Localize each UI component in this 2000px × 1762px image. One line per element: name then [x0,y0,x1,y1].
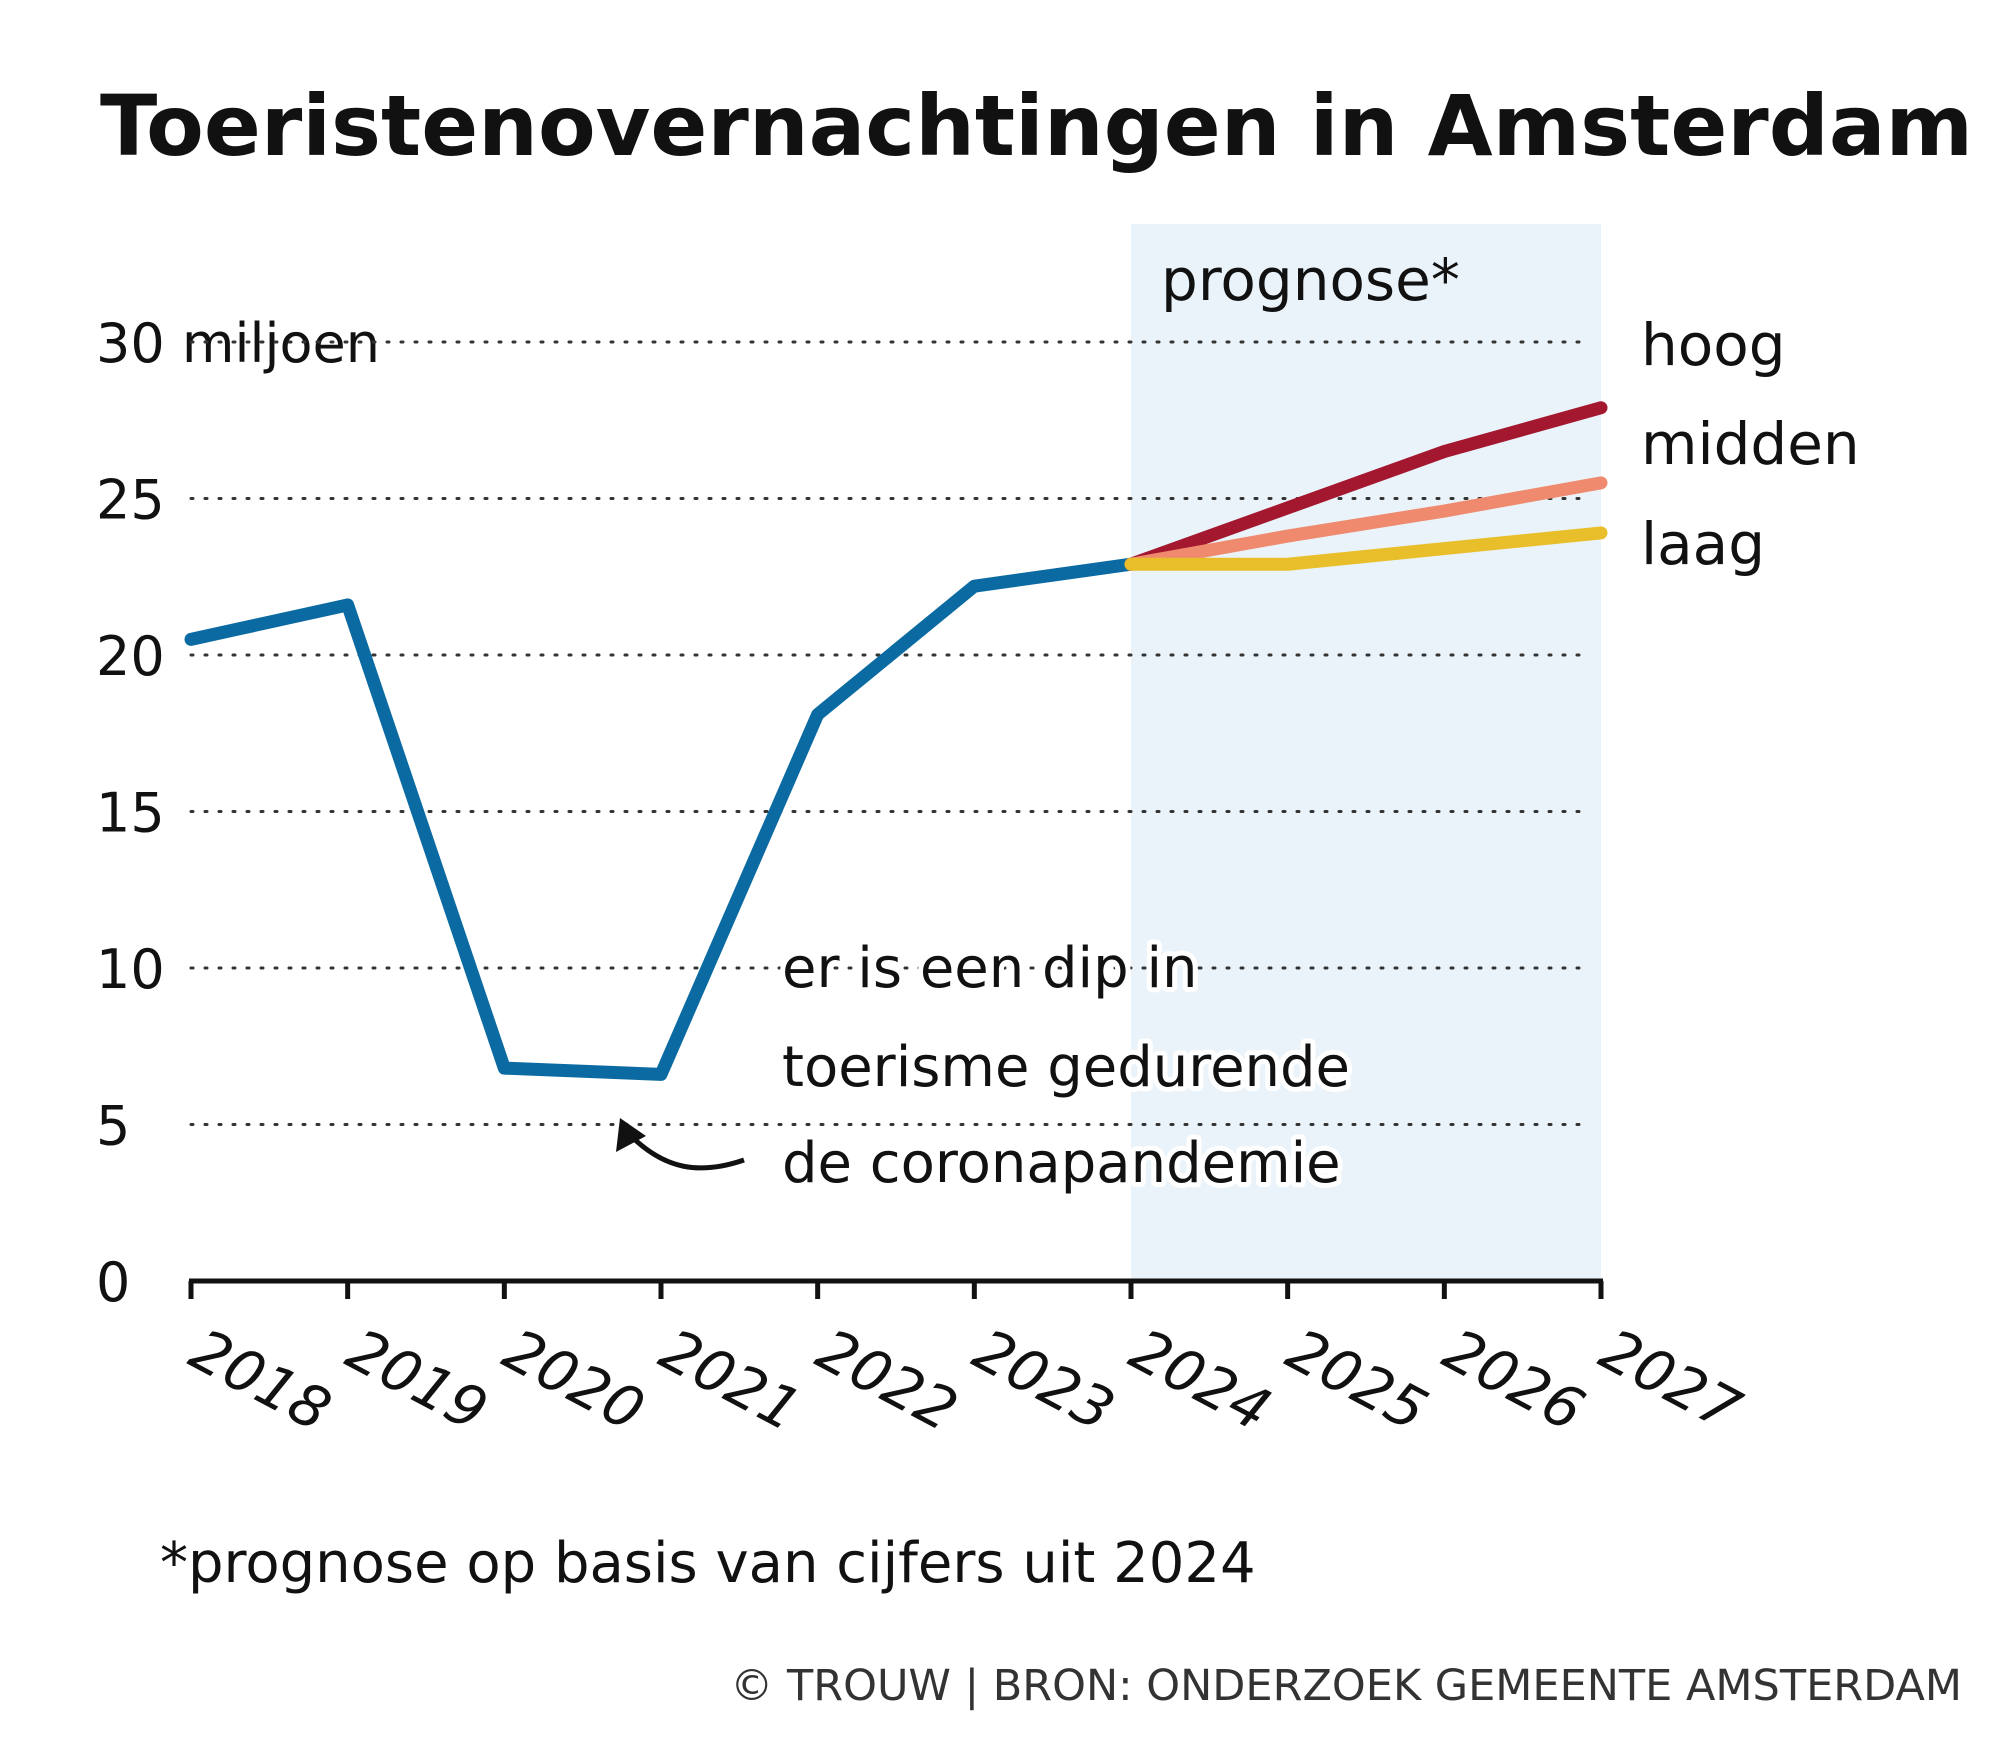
annotation-arrowhead [616,1118,646,1152]
y-tick-label: 20 [96,625,165,688]
series-line [1124,476,1608,571]
x-tick-label: 2026 [1433,1315,1595,1444]
footnote: *prognose op basis van cijfers uit 2024 [160,1531,1256,1596]
source: © TROUW | BRON: ONDERZOEK GEMEENTE AMSTE… [730,1661,1962,1711]
y-tick-label: 10 [96,938,165,1001]
x-tick-label: 2020 [493,1315,655,1444]
x-tick-label: 2018 [179,1315,341,1444]
x-tick-label: 2021 [649,1315,811,1444]
lines: hoog midden laag [184,311,1860,1081]
series-line [1124,401,1608,571]
y-tick-label: 25 [96,469,165,532]
series-label: midden [1641,410,1860,478]
annotation-line: er is een dip in [782,936,1198,1001]
x-tick-label: 2019 [336,1315,498,1444]
series-line [184,557,1138,1081]
y-tick-label: 15 [96,782,165,845]
y-tick-label: 5 [96,1095,130,1158]
annotation-line: de coronapandemie [782,1131,1341,1196]
x-tick-label: 2024 [1119,1315,1281,1444]
annotation: er is een dip in toerisme gedurende de c… [777,931,1355,1201]
y-tick-label: 0 [96,1251,130,1314]
annotation-arrow [628,1133,745,1171]
forecast-label: prognose* [1161,246,1460,314]
series-line [1124,526,1608,571]
y-tick-label: 30 miljoen [96,312,380,375]
x-tick-label: 2027 [1589,1315,1751,1444]
annotation-line: toerisme gedurende [782,1035,1350,1100]
x-tick-label: 2025 [1276,1315,1438,1444]
chart-title: Toeristenovernachtingen in Amsterdam [100,77,1973,175]
series-label: laag [1641,510,1765,578]
series-label: hoog [1641,311,1786,379]
x-tick-label: 2023 [963,1315,1125,1444]
forecast-area [1131,224,1601,1281]
x-tick-label: 2022 [806,1315,968,1444]
